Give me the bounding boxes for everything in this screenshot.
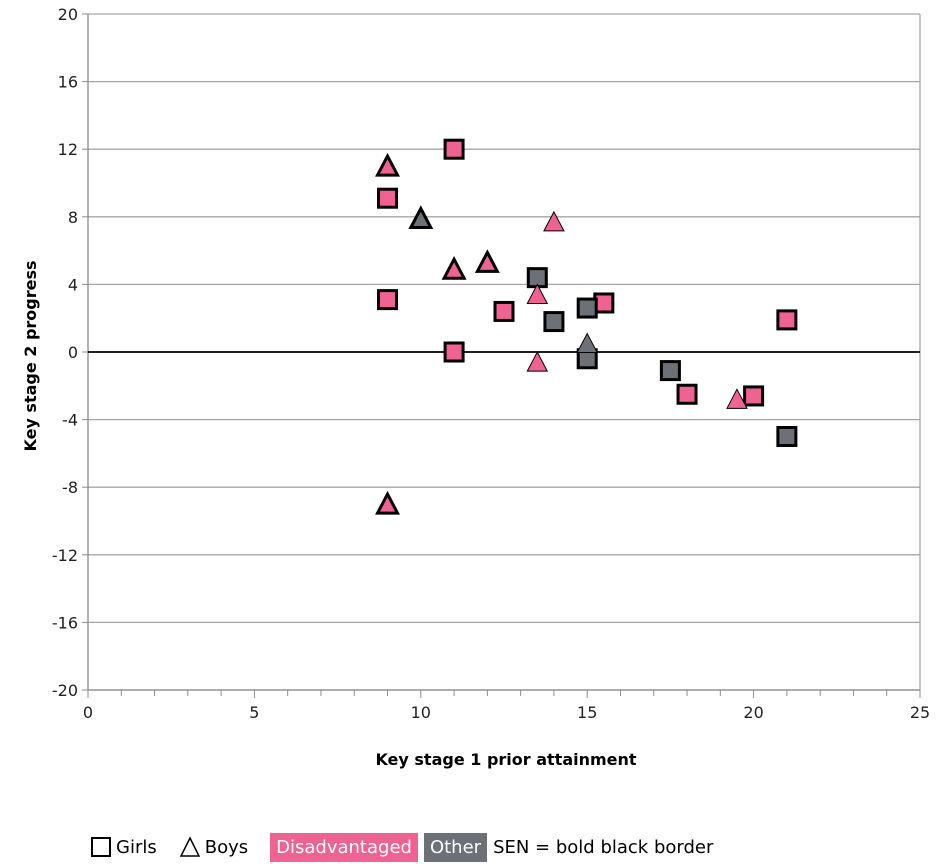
point-boy-disadvantaged	[375, 490, 401, 515]
legend-label-boys: Boys	[204, 836, 249, 858]
point-girl-other	[659, 360, 681, 382]
point-girl-other	[543, 311, 565, 333]
legend-item-boys: Boys	[179, 836, 248, 858]
point-boy-disadvantaged	[474, 249, 500, 273]
legend-chip-other: Other	[423, 832, 488, 862]
legend-item-girls: Girls	[90, 836, 157, 858]
scatter-chart: -20 -16 -12 -8 -4 0 4 8 12 16 20 0 5 10 15 20 25 Key sta…	[21, 5, 930, 769]
point-girl-other	[776, 426, 798, 447]
point-boy-other	[408, 205, 434, 229]
y-tick-label: -16	[52, 613, 78, 632]
x-tick-label: 15	[577, 703, 597, 722]
legend-chip-disadvantaged: Disadvantaged	[270, 832, 418, 862]
data-points	[375, 138, 798, 515]
y-tick-label: 0	[68, 343, 78, 362]
x-tick-label: 25	[910, 703, 930, 722]
y-tick-label: 20	[58, 5, 78, 24]
point-boy-disadvantaged	[441, 255, 467, 280]
y-tick-label: 16	[58, 73, 78, 92]
y-tick-label: 12	[58, 140, 78, 159]
legend-label-girls: Girls	[116, 836, 157, 858]
triangle-icon	[179, 836, 200, 857]
point-girl-disadvantaged	[493, 300, 515, 322]
point-girl-disadvantaged	[776, 309, 798, 331]
point-girl-disadvantaged	[443, 341, 465, 363]
x-tick-label: 20	[743, 703, 763, 722]
point-girl-disadvantaged	[443, 138, 465, 160]
y-axis-title: Key stage 2 progress	[21, 260, 40, 451]
x-tick-label: 5	[249, 703, 259, 722]
point-boy-disadvantaged	[726, 388, 748, 409]
point-girl-other	[576, 297, 598, 319]
y-tick-label: -20	[52, 681, 78, 700]
point-girl-disadvantaged	[743, 385, 765, 407]
y-tick-label: 4	[68, 275, 78, 294]
axes: -20 -16 -12 -8 -4 0 4 8 12 16 20 0 5 10 15 20 25	[52, 5, 930, 722]
y-tick-label: 8	[68, 208, 78, 227]
legend-sen-note: SEN = bold black border	[493, 836, 714, 858]
y-tick-label: -4	[62, 411, 78, 430]
point-girl-disadvantaged	[676, 383, 698, 405]
point-girl-disadvantaged	[377, 289, 399, 311]
y-tick-label: -12	[52, 546, 78, 565]
x-tick-label: 0	[83, 703, 93, 722]
y-tick-label: -8	[62, 478, 78, 497]
point-girl-disadvantaged	[377, 187, 399, 209]
legend: Girls Boys Disadvantaged Other SEN = bol…	[90, 830, 713, 864]
x-axis-title: Key stage 1 prior attainment	[375, 750, 636, 769]
point-boy-other	[576, 332, 599, 354]
point-boy-disadvantaged	[526, 283, 549, 305]
grid-lines	[88, 13, 921, 691]
point-boy-disadvantaged	[375, 152, 401, 177]
point-boy-disadvantaged	[526, 351, 549, 372]
point-boy-disadvantaged	[543, 210, 565, 232]
square-icon	[91, 837, 111, 857]
x-tick-label: 10	[411, 703, 431, 722]
